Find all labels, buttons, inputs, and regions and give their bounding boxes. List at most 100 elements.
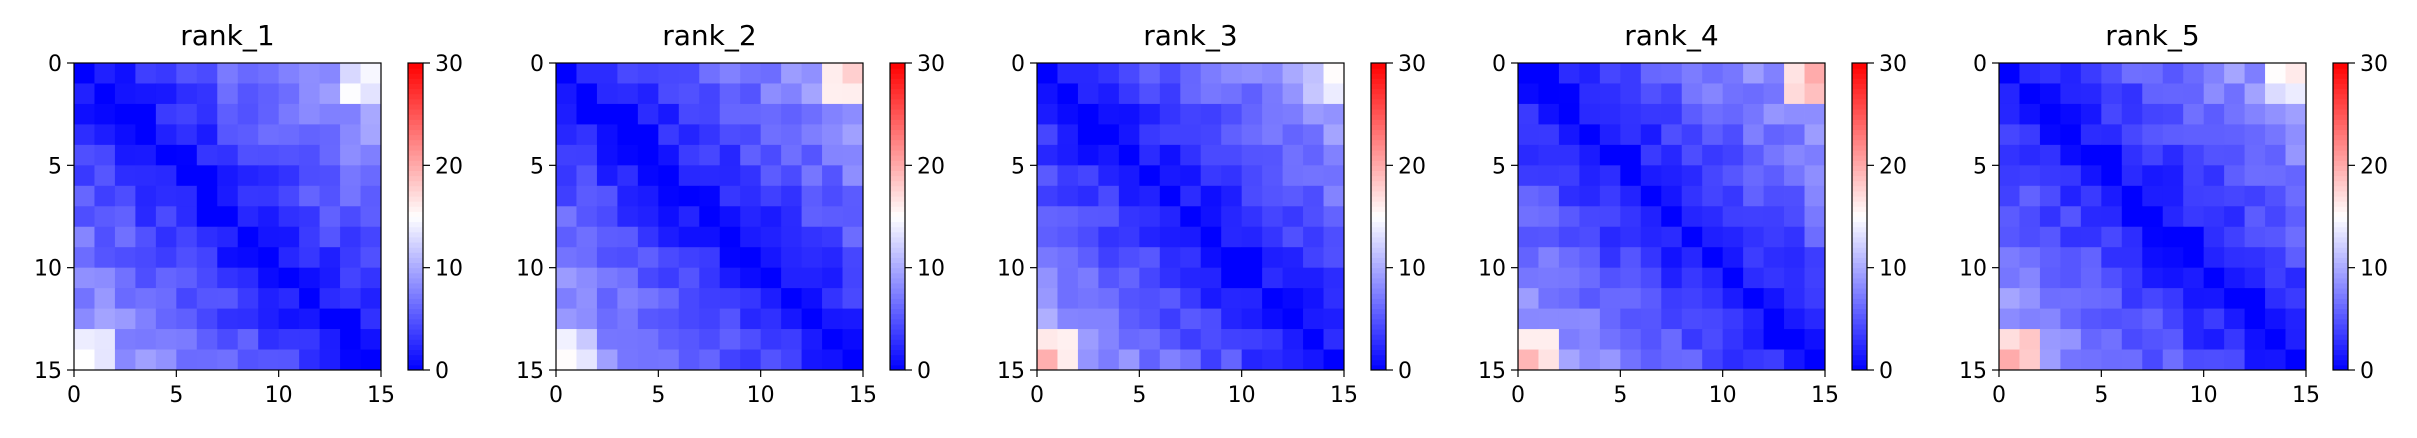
heatmap-cell xyxy=(1518,267,1539,289)
colorbar-segment xyxy=(1371,329,1386,335)
colorbar-segment xyxy=(408,308,423,315)
heatmap-cell xyxy=(217,124,239,146)
heatmap-cell xyxy=(1241,329,1263,350)
colorbar-frame xyxy=(2332,62,2349,371)
colorbar-segment xyxy=(890,206,905,212)
heatmap-cell xyxy=(176,349,198,371)
heatmap-cell xyxy=(637,308,659,330)
heatmap-cell xyxy=(1661,165,1683,187)
heatmap-cell xyxy=(278,247,300,269)
heatmap-cell xyxy=(319,329,341,350)
heatmap-cell xyxy=(319,226,341,248)
heatmap-cell xyxy=(258,308,280,330)
heatmap-cell xyxy=(1057,349,1079,371)
heatmap-cell xyxy=(1784,329,1805,350)
heatmap-cell xyxy=(1323,103,1345,125)
heatmap-cell xyxy=(1098,329,1120,350)
heatmap-cell xyxy=(658,144,680,166)
heatmap-cell xyxy=(1139,165,1161,187)
heatmap-cell xyxy=(1180,185,1202,207)
heatmap-cell xyxy=(319,63,341,84)
heatmap-cell xyxy=(1804,63,1826,84)
heatmap-cell xyxy=(699,329,721,350)
heatmap-cell xyxy=(1262,124,1283,146)
colorbar-frame xyxy=(407,62,424,371)
colorbar-segment xyxy=(1371,165,1386,171)
heatmap-cell xyxy=(1098,124,1120,146)
heatmap-cell xyxy=(1303,165,1324,187)
colorbar-segment xyxy=(1371,185,1386,192)
heatmap-cell xyxy=(719,308,741,330)
heatmap-cell xyxy=(1282,185,1304,207)
colorbar-segment xyxy=(1371,313,1386,320)
heatmap-cell xyxy=(1743,144,1764,166)
y-tick-label: 5 xyxy=(1011,154,1025,179)
colorbar-segment xyxy=(408,190,423,197)
heatmap-cell xyxy=(1558,63,1580,84)
heatmap-cell xyxy=(1200,288,1222,309)
heatmap-cell xyxy=(2203,349,2225,371)
heatmap-cell xyxy=(135,267,157,289)
heatmap-cell xyxy=(1118,103,1140,125)
heatmap-cell xyxy=(2101,124,2123,146)
heatmap-cell xyxy=(801,308,823,330)
heatmap-cell xyxy=(1303,124,1324,146)
heatmap-cell xyxy=(699,144,721,166)
heatmap-cell xyxy=(196,206,218,228)
heatmap-cell xyxy=(1804,247,1826,269)
heatmap-cell xyxy=(74,247,95,269)
heatmap-cell xyxy=(1037,206,1058,228)
heatmap-cell xyxy=(299,247,320,269)
heatmap-cell xyxy=(114,144,136,166)
heatmap-cell xyxy=(299,185,320,207)
heatmap-cell xyxy=(1763,124,1785,146)
heatmap-cell xyxy=(340,63,361,84)
colorbar-segment xyxy=(890,303,905,310)
heatmap-cell xyxy=(2203,124,2225,146)
heatmap-cell xyxy=(258,267,280,289)
colorbar-segment xyxy=(890,211,905,217)
heatmap-cell xyxy=(1763,329,1785,350)
heatmap-cell xyxy=(2142,288,2164,309)
heatmap-cell xyxy=(217,185,239,207)
heatmap-cell xyxy=(217,267,239,289)
heatmap-cell xyxy=(217,144,239,166)
heatmap-cell xyxy=(2162,247,2184,269)
colorbar-segment xyxy=(1852,277,1867,284)
heatmap-cell xyxy=(1159,124,1181,146)
heatmap-cell xyxy=(360,247,382,269)
heatmap-title: rank_5 xyxy=(2105,19,2199,52)
heatmap-cell xyxy=(1599,226,1621,248)
heatmap-cell xyxy=(340,83,361,105)
heatmap-cell xyxy=(1241,144,1263,166)
heatmap-cell xyxy=(617,165,639,187)
heatmap-cell xyxy=(1661,267,1683,289)
heatmap-cell xyxy=(176,165,198,187)
heatmap-cell xyxy=(1221,308,1243,330)
heatmap-cell xyxy=(2039,144,2061,166)
heatmap-cell xyxy=(1077,247,1099,269)
heatmap-cell xyxy=(1221,165,1243,187)
heatmap-cell xyxy=(1518,329,1539,350)
heatmap-cell xyxy=(1640,288,1662,309)
colorbar-segment xyxy=(2333,354,2348,361)
heatmap-cell xyxy=(719,329,741,350)
heatmap-cell xyxy=(1558,247,1580,269)
heatmap-cell xyxy=(1323,144,1345,166)
heatmap-cell xyxy=(2244,329,2266,350)
heatmap-cell xyxy=(1620,185,1642,207)
heatmap-cell xyxy=(1241,83,1263,105)
heatmap-cell xyxy=(94,226,116,248)
heatmap-cell xyxy=(340,206,361,228)
heatmap-cell xyxy=(1180,63,1202,84)
heatmap-cell xyxy=(1262,226,1283,248)
heatmap-cell xyxy=(1681,83,1703,105)
heatmap-cell xyxy=(258,329,280,350)
heatmap-cell xyxy=(1077,63,1099,84)
heatmap-cell xyxy=(801,226,823,248)
heatmap-cell xyxy=(114,165,136,187)
heatmap-cell xyxy=(699,226,721,248)
heatmap-cell xyxy=(360,288,382,309)
colorbar-segment xyxy=(1371,78,1386,84)
heatmap-cell xyxy=(1620,144,1642,166)
